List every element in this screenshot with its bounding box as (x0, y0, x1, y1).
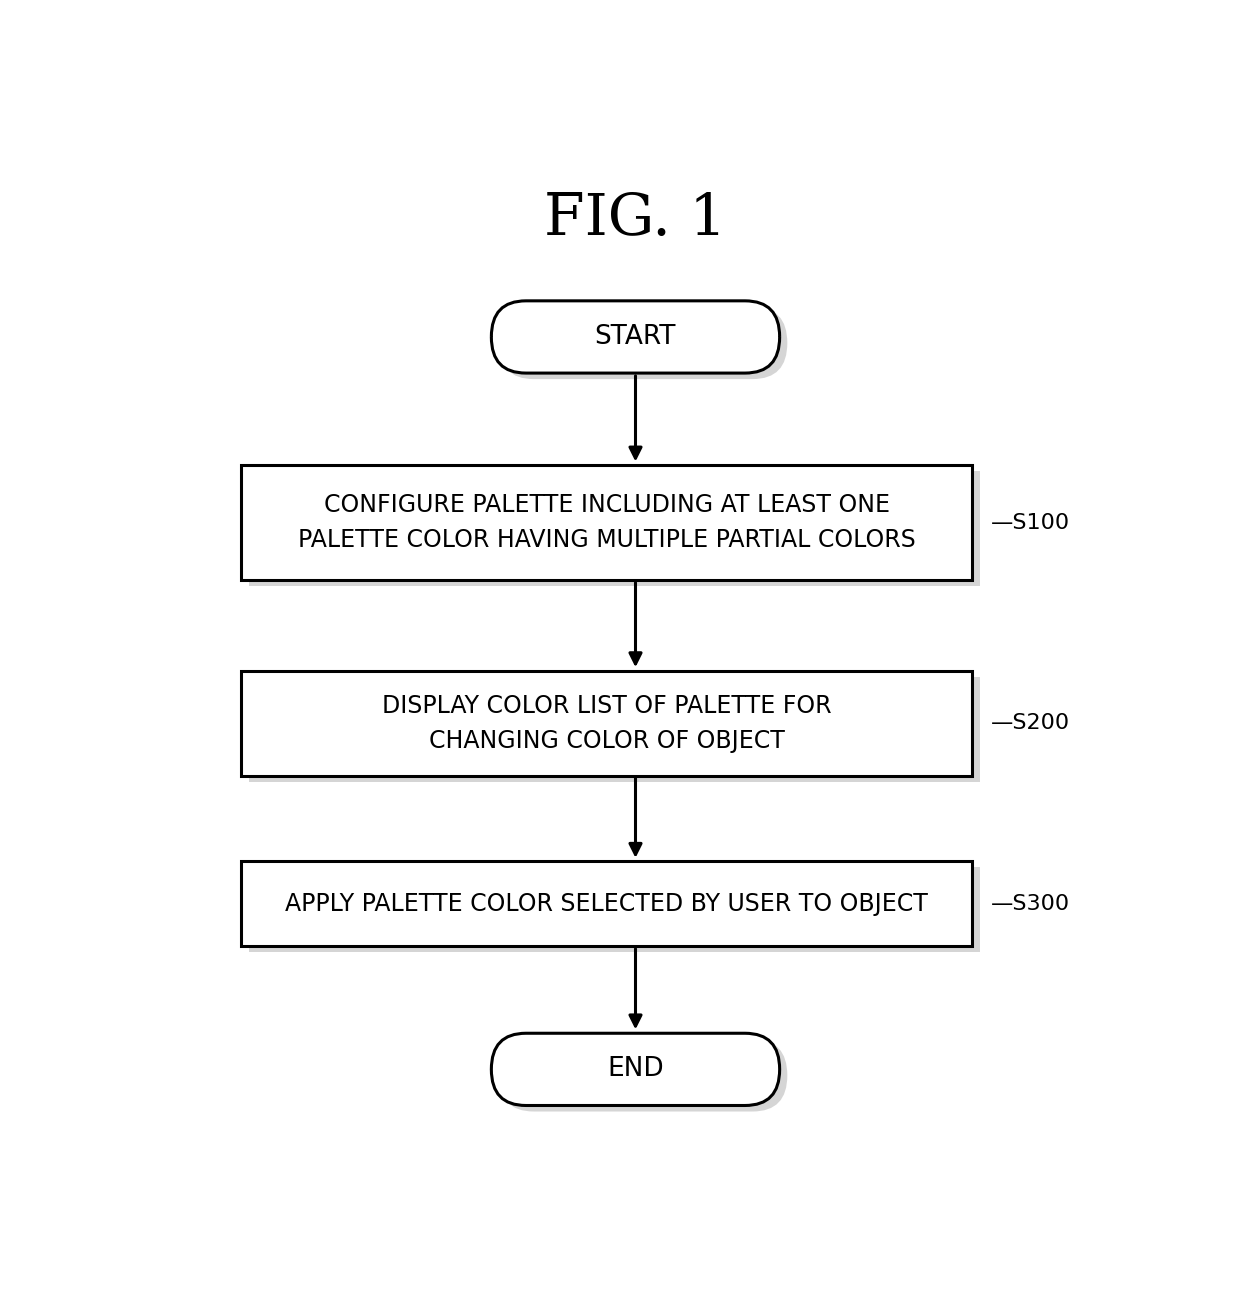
FancyBboxPatch shape (242, 671, 972, 775)
FancyBboxPatch shape (498, 308, 787, 379)
Text: END: END (608, 1057, 663, 1083)
FancyBboxPatch shape (249, 676, 980, 782)
FancyBboxPatch shape (498, 1040, 787, 1111)
FancyBboxPatch shape (249, 868, 980, 952)
FancyBboxPatch shape (491, 1033, 780, 1105)
Text: —S200: —S200 (991, 713, 1070, 734)
FancyBboxPatch shape (242, 465, 972, 580)
FancyBboxPatch shape (242, 861, 972, 946)
FancyBboxPatch shape (491, 301, 780, 373)
Text: APPLY PALETTE COLOR SELECTED BY USER TO OBJECT: APPLY PALETTE COLOR SELECTED BY USER TO … (285, 891, 928, 916)
Text: CONFIGURE PALETTE INCLUDING AT LEAST ONE
PALETTE COLOR HAVING MULTIPLE PARTIAL C: CONFIGURE PALETTE INCLUDING AT LEAST ONE… (298, 493, 915, 552)
Text: FIG. 1: FIG. 1 (544, 192, 727, 248)
Text: —S100: —S100 (991, 512, 1070, 533)
Text: START: START (595, 324, 676, 351)
FancyBboxPatch shape (249, 470, 980, 586)
Text: —S300: —S300 (991, 894, 1070, 913)
Text: DISPLAY COLOR LIST OF PALETTE FOR
CHANGING COLOR OF OBJECT: DISPLAY COLOR LIST OF PALETTE FOR CHANGI… (382, 693, 832, 753)
